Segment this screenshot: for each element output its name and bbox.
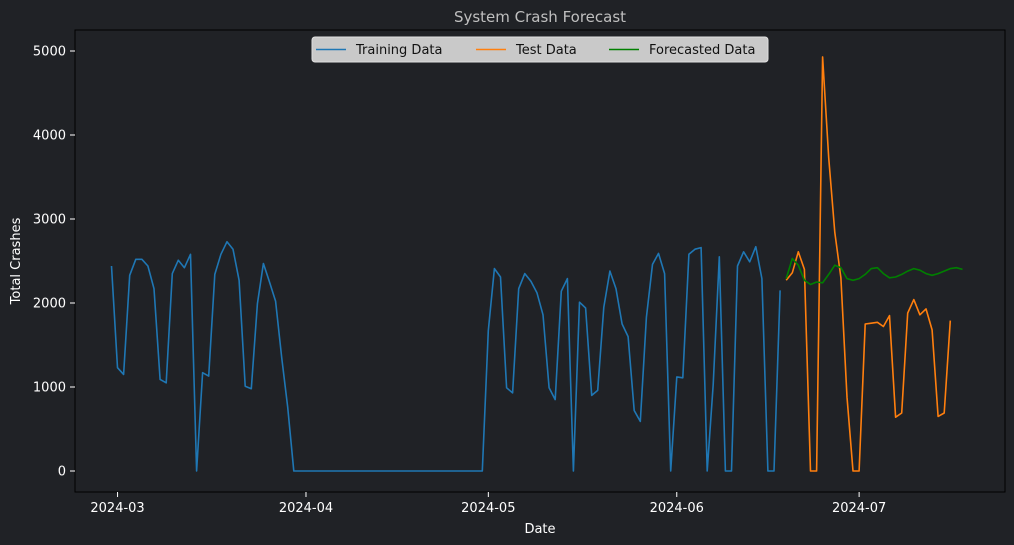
legend-label-forecasted-data: Forecasted Data [649,43,755,58]
series-layer [110,56,963,472]
test-data-line [785,56,952,472]
x-tick-label: 2024-04 [279,501,333,516]
plot-area [74,29,1006,493]
y-tick-label: 5000 [33,45,66,60]
x-tick-label: 2024-07 [832,501,886,516]
y-tick-label: 2000 [33,297,66,312]
x-axis-label: Date [524,522,555,537]
x-tick-label: 2024-06 [650,501,704,516]
training-data-line [110,240,781,472]
chart-title: System Crash Forecast [454,8,626,26]
x-axis-ticks: 2024-03 2024-04 2024-05 2024-06 2024-07 [90,492,886,516]
legend-label-training-data: Training Data [355,43,442,58]
y-axis-ticks: 0 1000 2000 3000 4000 5000 [33,45,75,480]
y-tick-label: 1000 [33,381,66,396]
y-tick-label: 0 [58,465,66,480]
y-tick-label: 4000 [33,129,66,144]
y-tick-label: 3000 [33,213,66,228]
y-axis-label: Total Crashes [9,217,24,305]
forecasted-data-line [785,257,963,286]
legend-box [311,36,769,63]
x-tick-label: 2024-03 [90,501,144,516]
x-tick-label: 2024-05 [461,501,515,516]
legend-label-test-data: Test Data [515,43,577,58]
legend: Training Data Test Data Forecasted Data [311,36,769,63]
